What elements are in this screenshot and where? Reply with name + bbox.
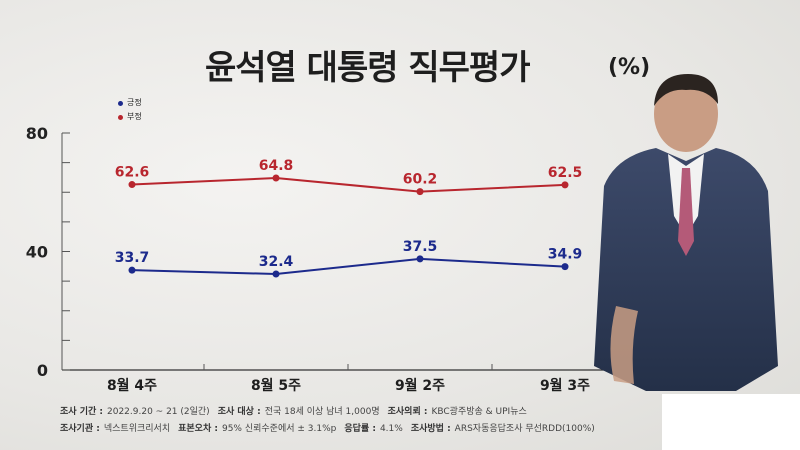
- data-point-positive: [561, 263, 569, 271]
- survey-info-item: 조사방법 : ARS자동응답조사 무선RDD(100%): [411, 424, 595, 434]
- x-tick-label: 9월 2주: [395, 377, 445, 394]
- survey-info-value: ARS자동응답조사 무선RDD(100%): [454, 424, 595, 434]
- survey-info-label: 조사의뢰 :: [387, 407, 428, 417]
- y-tick-label: 0: [37, 361, 48, 380]
- survey-info-item: 응답률 :4.1%: [344, 424, 402, 434]
- survey-info-value: 95% 신뢰수준에서 ± 3.1%p: [221, 424, 337, 434]
- data-point-positive: [416, 255, 424, 263]
- data-label-negative: 62.6: [115, 165, 150, 181]
- data-label-positive: 37.5: [403, 239, 438, 255]
- data-label-positive: 34.9: [548, 247, 583, 263]
- data-point-positive: [128, 266, 136, 274]
- data-label-negative: 60.2: [403, 172, 438, 188]
- survey-info-label: 조사기관 :: [60, 424, 100, 434]
- data-label-positive: 32.4: [259, 254, 294, 270]
- survey-info-label: 조사방법 :: [410, 424, 451, 434]
- survey-info-item: 표본오차 :95% 신뢰수준에서 ± 3.1%p: [178, 424, 336, 434]
- data-label-negative: 64.8: [259, 158, 294, 174]
- legend-dot-negative: [118, 114, 123, 120]
- series-line-negative: [131, 177, 566, 193]
- legend-dot-positive: [118, 100, 123, 106]
- data-point-negative: [272, 174, 280, 182]
- data-point-negative: [561, 181, 569, 189]
- survey-info-value: KBC광주방송 & UPI뉴스: [431, 407, 527, 417]
- survey-info-value: 2022.9.20 ~ 21 (2일간): [107, 407, 210, 417]
- survey-info-value: 4.1%: [379, 424, 403, 434]
- y-tick-label: 40: [26, 243, 48, 262]
- survey-info-item: 조사 기간 : 2022.9.20 ~ 21 (2일간): [60, 407, 210, 417]
- series-line-positive: [131, 257, 566, 276]
- y-tick-label: 80: [26, 124, 48, 143]
- survey-info-row-2: 조사기관 : 넥스트위크리서치 표본오차 :95% 신뢰수준에서 ± 3.1%p 응답…: [60, 421, 603, 438]
- data-label-negative: 62.5: [548, 165, 583, 181]
- data-point-negative: [128, 181, 136, 189]
- survey-info-row-1: 조사 기간 : 2022.9.20 ~ 21 (2일간) 조사 대상 : 전국 18세…: [60, 404, 603, 421]
- chart-title: 윤석열 대통령 직무평가: [205, 48, 530, 88]
- data-label-positive: 33.7: [115, 250, 150, 266]
- survey-info-label: 조사 기간 :: [60, 407, 103, 417]
- survey-info-item: 조사 대상 : 전국 18세 이상 남녀 1,000명: [218, 407, 380, 417]
- legend-item-positive: 긍정: [118, 96, 142, 110]
- x-tick-label: 8월 5주: [251, 377, 301, 394]
- x-tick-label: 9월 3주: [540, 377, 590, 394]
- survey-info-value: 넥스트위크리서치: [103, 424, 171, 434]
- person-photo: [594, 74, 778, 391]
- survey-info-value: 전국 18세 이상 남녀 1,000명: [264, 407, 380, 417]
- legend-label-negative: 부정: [127, 112, 142, 121]
- survey-info-label: 표본오차 :: [178, 424, 218, 434]
- survey-info-label: 응답률 :: [344, 424, 376, 434]
- survey-info-item: 조사기관 : 넥스트위크리서치: [60, 424, 170, 434]
- legend-item-negative: 부정: [118, 110, 142, 124]
- legend: 긍정 부정: [118, 96, 142, 124]
- survey-info-item: 조사의뢰 : KBC광주방송 & UPI뉴스: [388, 407, 527, 417]
- legend-label-positive: 긍정: [127, 98, 142, 107]
- corner-blank: [662, 394, 800, 450]
- survey-info: 조사 기간 : 2022.9.20 ~ 21 (2일간) 조사 대상 : 전국 18세…: [60, 404, 603, 438]
- unit-label: (%): [608, 55, 651, 80]
- data-point-negative: [416, 188, 424, 196]
- data-point-positive: [272, 270, 280, 278]
- survey-info-label: 조사 대상 :: [217, 407, 261, 417]
- x-tick-label: 8월 4주: [107, 377, 157, 394]
